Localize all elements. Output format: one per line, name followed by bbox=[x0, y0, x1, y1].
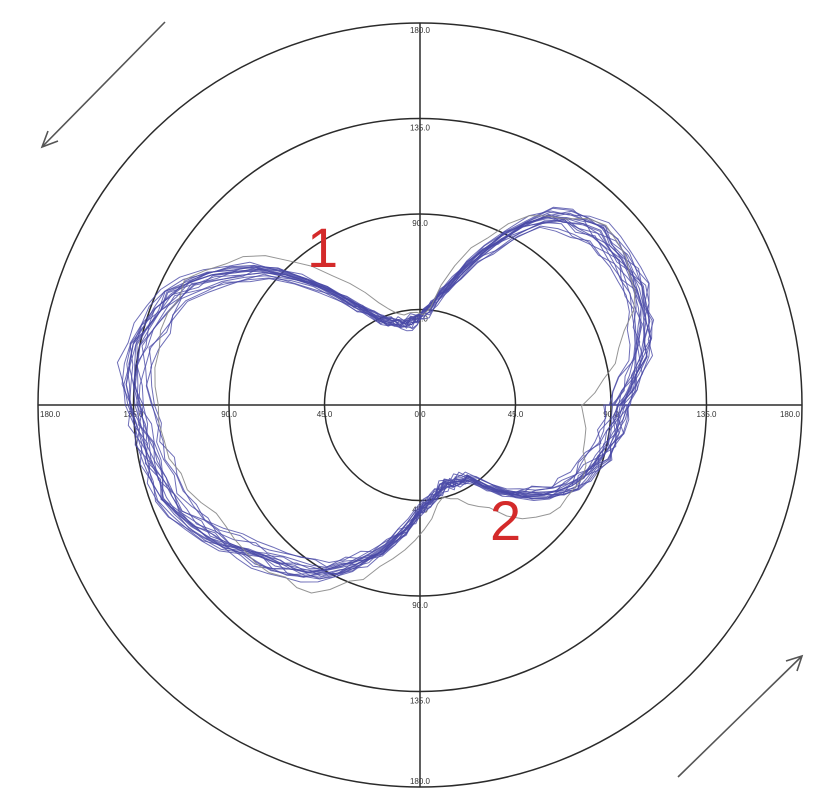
trace-line-7 bbox=[129, 211, 651, 580]
top-tick-label: 135.0 bbox=[410, 124, 431, 133]
h-tick-label: 45.0 bbox=[508, 410, 524, 419]
trace-line-15 bbox=[133, 216, 641, 573]
trace-line-2 bbox=[136, 219, 646, 574]
trace-line-18 bbox=[134, 220, 643, 570]
top-tick-label: 180.0 bbox=[410, 26, 431, 35]
annotation-label-1: 1 bbox=[307, 216, 338, 279]
trace-line-10 bbox=[116, 210, 652, 583]
h-tick-label: 180.0 bbox=[40, 410, 61, 419]
top-tick-label: 90.0 bbox=[412, 219, 428, 228]
trace-line-17 bbox=[145, 225, 636, 568]
h-tick-label: 180.0 bbox=[780, 410, 801, 419]
rotation-arrow-bottom-right-icon bbox=[677, 654, 804, 778]
h-tick-label: 0.0 bbox=[414, 410, 426, 419]
h-tick-label: 135.0 bbox=[696, 410, 717, 419]
rotation-arrow-top-left-icon bbox=[40, 21, 166, 149]
h-tick-label: 90.0 bbox=[221, 410, 237, 419]
bottom-tick-label: 135.0 bbox=[410, 697, 431, 706]
bottom-tick-label: 180.0 bbox=[410, 777, 431, 786]
trace-group bbox=[116, 206, 655, 594]
polar-grid bbox=[37, 22, 803, 788]
outer-trace-line bbox=[154, 215, 636, 594]
h-tick-label: 45.0 bbox=[317, 410, 333, 419]
trace-line-1 bbox=[150, 226, 631, 563]
trace-line-14 bbox=[125, 212, 652, 578]
bottom-tick-label: 90.0 bbox=[412, 601, 428, 610]
trace-line-9 bbox=[136, 216, 647, 571]
trace-line-11 bbox=[138, 219, 641, 572]
annotation-label-2: 2 bbox=[490, 489, 521, 552]
